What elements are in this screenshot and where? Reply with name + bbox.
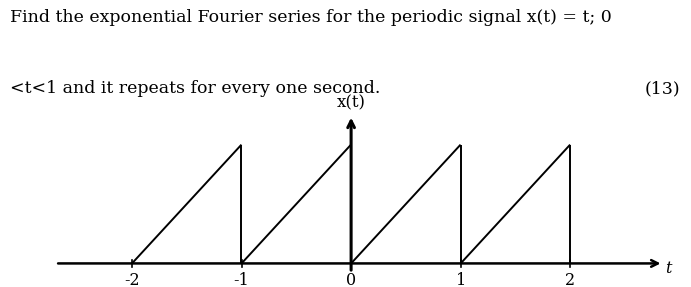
Text: Find the exponential Fourier series for the periodic signal x(t) = t; 0: Find the exponential Fourier series for …: [10, 9, 612, 26]
Text: <t<1 and it repeats for every one second.: <t<1 and it repeats for every one second…: [10, 80, 381, 97]
Text: t: t: [665, 260, 672, 277]
Text: -2: -2: [124, 272, 140, 287]
Text: 2: 2: [565, 272, 576, 287]
Text: x(t): x(t): [337, 95, 366, 112]
Text: 0: 0: [346, 272, 356, 287]
Text: -1: -1: [234, 272, 249, 287]
Text: (13): (13): [645, 80, 681, 97]
Text: 1: 1: [455, 272, 466, 287]
